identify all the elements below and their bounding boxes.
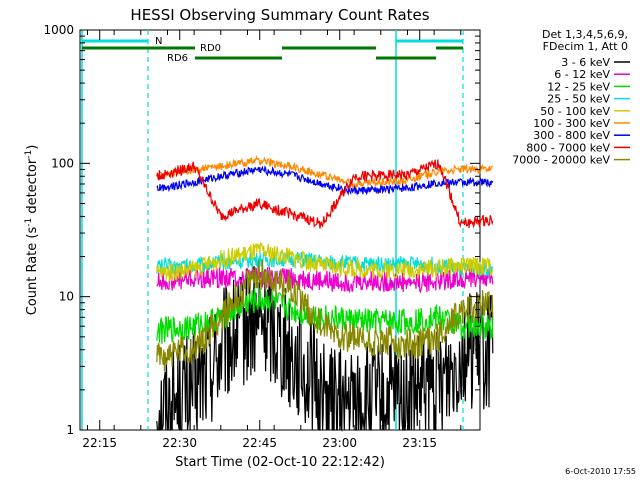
y-tick-label-3: 1000 bbox=[43, 23, 74, 37]
x-tick-label-3: 23:00 bbox=[322, 436, 357, 450]
y-tick-label-2: 100 bbox=[51, 156, 74, 170]
x-axis-ticks: 22:15 22:30 22:45 23:00 23:15 bbox=[82, 30, 462, 450]
legend-label-1: 6 - 12 keV bbox=[554, 68, 610, 81]
legend-header-2: FDecim 1, Att 0 bbox=[543, 40, 628, 53]
x-tick-label-1: 22:30 bbox=[162, 436, 197, 450]
legend: Det 1,3,4,5,6,9, FDecim 1, Att 0 3 - 6 k… bbox=[512, 28, 630, 167]
series-line-4 bbox=[156, 242, 494, 282]
y-tick-label-1: 10 bbox=[59, 290, 74, 304]
y-axis-title: Count Rate (s-1 detector-1) bbox=[24, 145, 40, 316]
y-tick-label-0: 1 bbox=[66, 423, 74, 437]
legend-label-4: 50 - 100 keV bbox=[540, 105, 610, 118]
x-axis-title: Start Time (02-Oct-10 22:12:42) bbox=[175, 455, 385, 470]
series-line-8 bbox=[156, 259, 494, 372]
flag-label-rd6: RD6 bbox=[167, 53, 188, 64]
legend-label-3: 25 - 50 keV bbox=[547, 93, 610, 106]
series-line-0 bbox=[156, 265, 494, 433]
legend-label-6: 300 - 800 keV bbox=[533, 129, 610, 142]
legend-label-8: 7000 - 20000 keV bbox=[512, 154, 610, 167]
x-tick-label-0: 22:15 bbox=[82, 436, 117, 450]
y-axis-ticks: 1 10 100 1000 bbox=[43, 23, 480, 437]
legend-label-7: 800 - 7000 keV bbox=[526, 141, 610, 154]
series-lines bbox=[156, 154, 494, 433]
series-line-7 bbox=[156, 159, 494, 229]
plot-area: N RD0 RD6 22:15 22:30 22:45 23:00 23:15 1 10 100… bbox=[43, 23, 494, 450]
chart-title: HESSI Observing Summary Count Rates bbox=[130, 6, 429, 24]
legend-label-2: 12 - 25 keV bbox=[547, 80, 610, 93]
legend-header-1: Det 1,3,4,5,6,9, bbox=[542, 28, 628, 41]
x-tick-label-4: 23:15 bbox=[402, 436, 437, 450]
series-line-5 bbox=[156, 154, 493, 190]
series-line-6 bbox=[156, 165, 494, 196]
legend-label-5: 100 - 300 keV bbox=[533, 117, 610, 130]
plot-frame bbox=[79, 29, 481, 431]
x-tick-label-2: 22:45 bbox=[242, 436, 277, 450]
flag-label-rd0: RD0 bbox=[200, 43, 221, 54]
flag-label-n: N bbox=[155, 36, 162, 47]
legend-label-0: 3 - 6 keV bbox=[561, 56, 610, 69]
plot-timestamp: 6-Oct-2010 17:55 bbox=[565, 467, 636, 476]
